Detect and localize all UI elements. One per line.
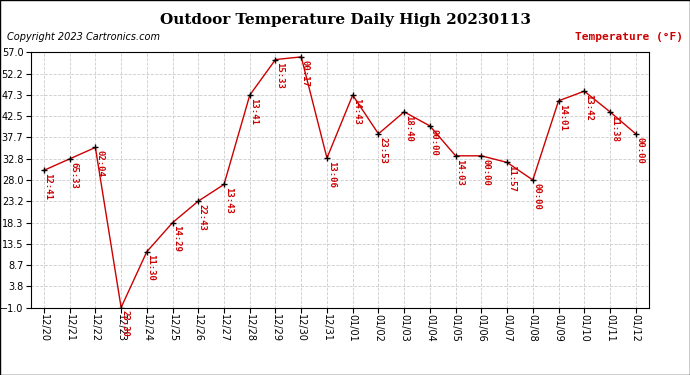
Text: 11:57: 11:57 [506, 165, 515, 192]
Text: 18:40: 18:40 [404, 115, 413, 141]
Text: 15:33: 15:33 [275, 62, 284, 89]
Text: 13:06: 13:06 [326, 161, 335, 188]
Text: 13:41: 13:41 [249, 98, 259, 125]
Text: 11:30: 11:30 [146, 255, 155, 281]
Text: 14:29: 14:29 [172, 225, 181, 252]
Text: Temperature (°F): Temperature (°F) [575, 32, 683, 42]
Text: 65:33: 65:33 [69, 162, 78, 189]
Text: Outdoor Temperature Daily High 20230113: Outdoor Temperature Daily High 20230113 [159, 13, 531, 27]
Text: 23:30: 23:30 [121, 310, 130, 337]
Text: 11:38: 11:38 [610, 115, 619, 141]
Text: 23:53: 23:53 [378, 136, 387, 164]
Text: 14:03: 14:03 [455, 159, 464, 186]
Text: 00:00: 00:00 [533, 183, 542, 210]
Text: 00:00: 00:00 [635, 136, 644, 164]
Text: 12:41: 12:41 [43, 173, 52, 200]
Text: 14:43: 14:43 [353, 98, 362, 125]
Text: 00:17: 00:17 [301, 60, 310, 87]
Text: 00:00: 00:00 [430, 129, 439, 156]
Text: 13:43: 13:43 [224, 187, 233, 214]
Text: 13:42: 13:42 [584, 94, 593, 121]
Text: Copyright 2023 Cartronics.com: Copyright 2023 Cartronics.com [7, 32, 160, 42]
Text: 00:00: 00:00 [481, 159, 490, 186]
Text: 22:43: 22:43 [198, 204, 207, 231]
Text: 14:01: 14:01 [558, 104, 567, 130]
Text: 02:04: 02:04 [95, 150, 104, 177]
